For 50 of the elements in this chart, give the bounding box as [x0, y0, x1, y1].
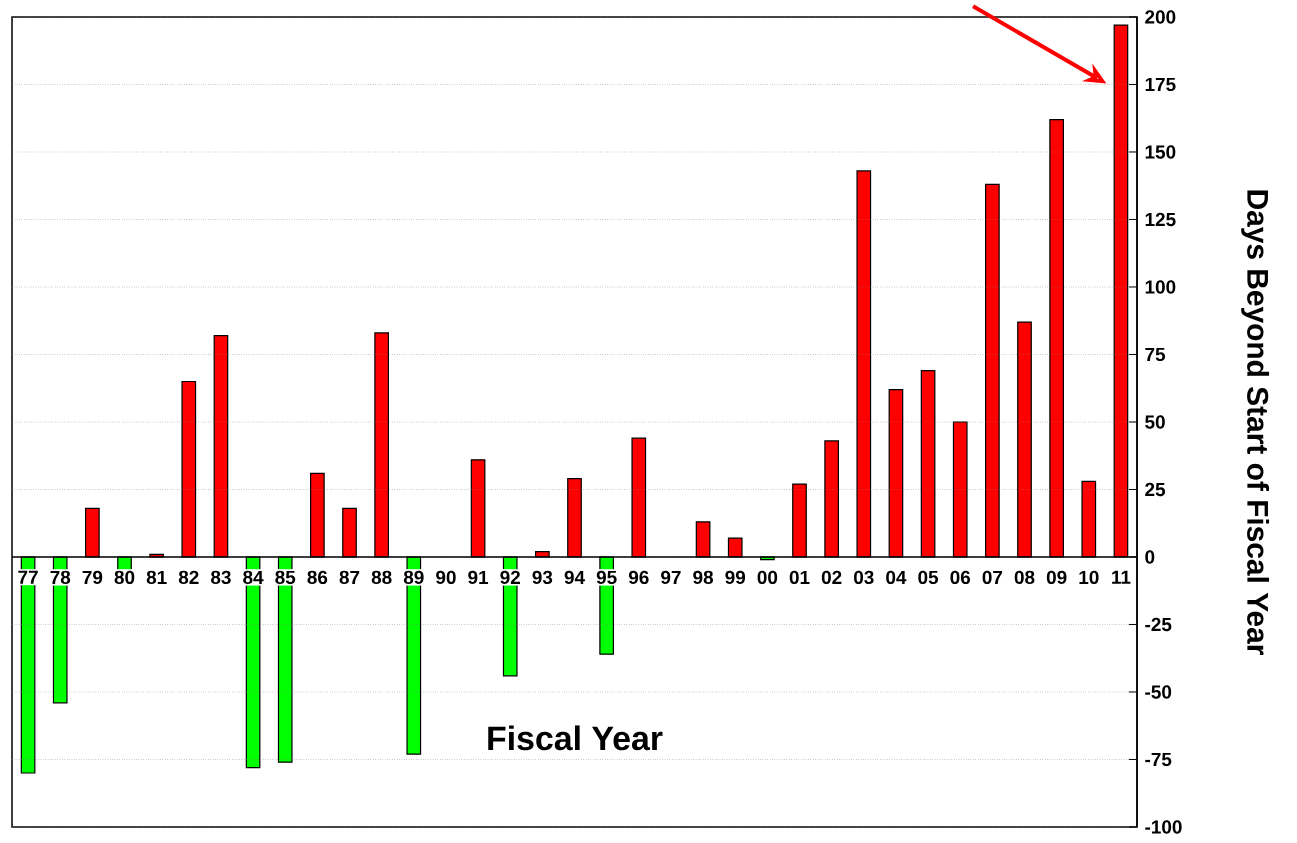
x-tick-label: 07	[982, 570, 1003, 585]
y-axis-title: Days Beyond Start of Fiscal Year	[1241, 190, 1270, 655]
x-tick-label: 85	[275, 570, 296, 585]
x-tick-label: 83	[211, 570, 231, 585]
x-tick-label: 82	[178, 570, 199, 585]
x-tick-label: 93	[532, 570, 553, 585]
y-tick-label: 0	[1145, 550, 1155, 564]
x-tick-label: 96	[628, 570, 649, 585]
y-tick-label: 150	[1145, 145, 1176, 159]
x-tick-label: 77	[18, 570, 38, 584]
y-tick-label: 75	[1145, 347, 1166, 362]
x-tick-label: 09	[1046, 570, 1067, 585]
x-tick-label: 89	[403, 570, 424, 585]
y-tick-label: 25	[1145, 482, 1166, 497]
x-axis-title: Fiscal Year	[488, 725, 663, 751]
x-tick-label: 10	[1079, 570, 1099, 585]
x-tick-label: 01	[789, 570, 810, 585]
x-tick-label: 90	[436, 570, 456, 585]
x-tick-label: 97	[661, 570, 681, 585]
x-tick-label: 79	[82, 570, 103, 585]
y-tick-label: -75	[1145, 752, 1172, 767]
x-tick-label: 08	[1014, 570, 1035, 585]
x-tick-label: 88	[371, 570, 392, 585]
y-tick-label: -100	[1145, 820, 1182, 834]
x-tick-label: 87	[339, 570, 360, 585]
x-tick-label: 98	[693, 570, 714, 585]
x-tick-label: 04	[886, 570, 907, 585]
y-tick-label: 50	[1145, 415, 1165, 429]
x-tick-label: 91	[468, 570, 489, 585]
x-tick-label: 81	[146, 570, 167, 585]
x-tick-label: 92	[500, 570, 520, 585]
x-tick-label: 80	[114, 570, 135, 585]
y-tick-label: 100	[1145, 280, 1176, 294]
x-tick-label: 03	[854, 570, 874, 585]
x-tick-label: 06	[950, 570, 971, 585]
y-tick-label: 200	[1145, 10, 1176, 24]
y-tick-label: 175	[1145, 77, 1176, 92]
y-tick-label: 125	[1145, 212, 1176, 227]
x-tick-label: 11	[1112, 570, 1131, 584]
x-tick-label: 94	[564, 570, 585, 585]
x-tick-label: 05	[918, 570, 939, 585]
y-tick-label: -25	[1145, 617, 1172, 632]
x-tick-label: 99	[725, 570, 746, 585]
x-tick-label: 02	[821, 570, 842, 585]
y-tick-label: -50	[1145, 685, 1172, 699]
x-tick-label: 78	[50, 570, 71, 585]
x-tick-label: 00	[757, 570, 778, 585]
x-tick-label: 84	[243, 570, 264, 585]
x-tick-label: 86	[307, 570, 328, 585]
x-tick-label: 95	[596, 570, 617, 585]
